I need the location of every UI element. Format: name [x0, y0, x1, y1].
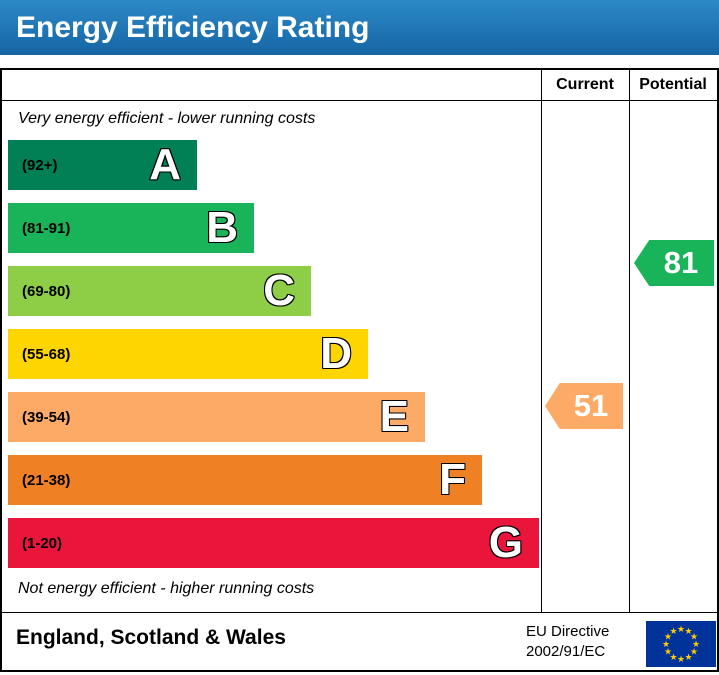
band-range-label: (39-54): [22, 408, 71, 426]
band-letter: D: [320, 329, 352, 378]
svg-text:★: ★: [669, 653, 677, 663]
footer-directive: EU Directive 2002/91/EC: [526, 622, 609, 662]
potential-column-divider: [629, 70, 630, 612]
directive-line-1: EU Directive: [526, 623, 610, 640]
band-letter: B: [206, 203, 238, 252]
band-range-label: (21-38): [22, 471, 71, 489]
current-column-header: Current: [556, 76, 614, 93]
current-column-divider: [541, 70, 542, 612]
band-letter: G: [488, 518, 523, 567]
svg-text:★: ★: [690, 648, 698, 658]
svg-text:★: ★: [684, 627, 692, 637]
svg-text:★: ★: [690, 633, 698, 643]
page-title: Energy Efficiency Rating: [16, 10, 370, 44]
band-letter: E: [379, 392, 409, 441]
svg-text:★: ★: [664, 633, 672, 643]
svg-text:★: ★: [677, 655, 685, 665]
footer-row-divider: [2, 612, 717, 613]
top-caption: Very energy efficient - lower running co…: [18, 110, 316, 127]
eu-flag-icon: ★ ★ ★ ★ ★ ★ ★ ★ ★ ★ ★ ★: [646, 621, 716, 667]
rating-chart: Current Potential Very energy efficient …: [0, 68, 719, 672]
svg-text:★: ★: [677, 625, 685, 635]
svg-text:★: ★: [669, 627, 677, 637]
directive-line-2: 2002/91/EC: [526, 643, 606, 660]
band-range-label: (1-20): [22, 534, 63, 552]
band-range-label: (69-80): [22, 282, 71, 300]
svg-text:★: ★: [662, 640, 670, 650]
band-range-label: (55-68): [22, 345, 71, 363]
band-letter: A: [149, 140, 181, 189]
svg-text:★: ★: [684, 653, 692, 663]
current-rating-arrow: 51: [545, 383, 623, 429]
potential-rating-value: 81: [663, 245, 699, 280]
current-rating-value: 51: [573, 388, 609, 423]
svg-text:★: ★: [692, 640, 700, 650]
svg-text:★: ★: [664, 648, 672, 658]
potential-column-header: Potential: [639, 76, 707, 93]
potential-rating-arrow: 81: [634, 240, 714, 286]
epc-band-d: (55-68) D: [8, 329, 368, 379]
footer-region-label: England, Scotland & Wales: [16, 626, 286, 649]
epc-band-c: (69-80) C: [8, 266, 311, 316]
epc-band-a: (92+) A: [8, 140, 197, 190]
epc-band-f: (21-38) F: [8, 455, 482, 505]
header-row-divider: [2, 100, 717, 101]
band-letter: C: [263, 266, 295, 315]
epc-band-e: (39-54) E: [8, 392, 425, 442]
title-bar: Energy Efficiency Rating: [0, 0, 719, 55]
band-range-label: (92+): [22, 156, 58, 174]
epc-band-g: (1-20) G: [8, 518, 539, 568]
band-range-label: (81-91): [22, 219, 71, 237]
bottom-caption: Not energy efficient - higher running co…: [18, 580, 315, 597]
band-letter: F: [439, 455, 466, 504]
epc-band-b: (81-91) B: [8, 203, 254, 253]
